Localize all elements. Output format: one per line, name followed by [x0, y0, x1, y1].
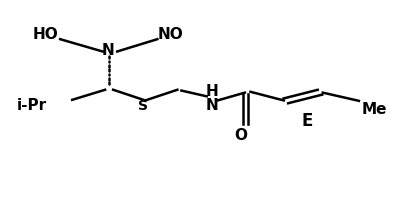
Text: NO: NO [157, 27, 183, 42]
Text: Me: Me [361, 102, 387, 117]
Text: HO: HO [33, 27, 58, 42]
Text: E: E [301, 111, 312, 129]
Text: O: O [235, 127, 247, 142]
Text: i-Pr: i-Pr [17, 98, 47, 112]
Text: S: S [139, 98, 148, 112]
Text: N: N [102, 42, 115, 57]
Text: H: H [205, 84, 218, 99]
Text: N: N [205, 97, 218, 112]
